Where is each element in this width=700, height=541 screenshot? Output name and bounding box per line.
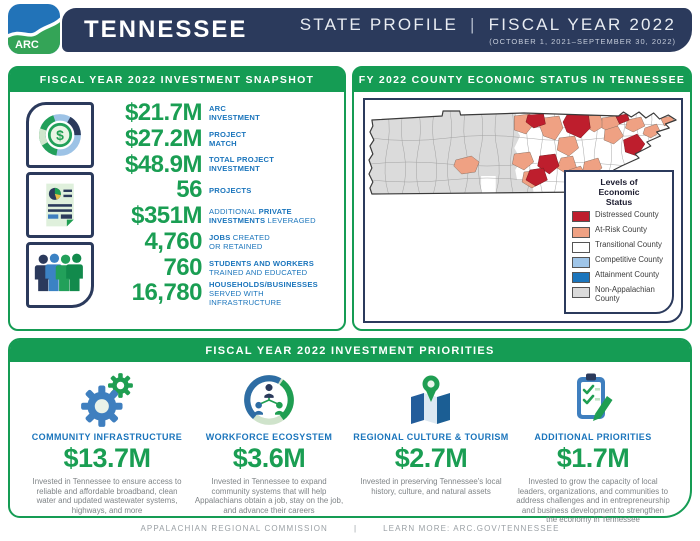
stat-row: $351M ADDITIONAL PRIVATE INVESTMENTS LEVER…	[98, 202, 338, 230]
profile-label: STATE PROFILE	[299, 15, 459, 34]
stat-label: PROJECT MATCH	[209, 129, 247, 148]
map-pin-icon	[411, 375, 450, 424]
snapshot-stats-list: $21.7M ARC INVESTMENT $27.2M PROJECT MATCH $48…	[98, 98, 338, 307]
stat-label: STUDENTS AND WORKERS TRAINED AND EDUCATED	[209, 258, 314, 277]
priority-card-additional-priorities: ADDITIONAL PRIORITIES $1.7M Invested to …	[514, 370, 672, 525]
arc-logo-text: ARC	[15, 39, 39, 51]
priority-title: WORKFORCE ECOSYSTEM	[205, 432, 333, 442]
legend-label: Attainment County	[595, 270, 660, 280]
priority-cards: COMMUNITY INFRASTRUCTURE $13.7M Invested…	[10, 362, 690, 525]
legend-swatch	[572, 286, 590, 298]
stat-row: 56 PROJECTS	[98, 176, 338, 204]
stat-row: 4,760 JOBS CREATED OR RETAINED	[98, 227, 338, 255]
stat-label: ADDITIONAL PRIVATE INVESTMENTS LEVERAGED	[209, 207, 316, 226]
legend-label: Distressed County	[595, 209, 659, 219]
map-frame: Levels of Economic Status Distressed Cou…	[363, 98, 683, 323]
header-right: STATE PROFILE | FISCAL YEAR 2022 (OCTOBE…	[300, 15, 676, 46]
stat-label: JOBS CREATED OR RETAINED	[209, 232, 270, 251]
priority-description: Invested in preserving Tennessee's local…	[360, 477, 502, 496]
people-group-tile	[26, 242, 94, 308]
footer: APPALACHIAN REGIONAL COMMISSION | LEARN …	[0, 524, 700, 533]
priority-amount: $1.7M	[556, 443, 630, 473]
legend-item: Distressed County	[572, 209, 666, 223]
clipboard-check-icon	[577, 373, 613, 421]
stat-label: TOTAL PROJECT INVESTMENT	[209, 155, 275, 174]
header-bar: TENNESSEE STATE PROFILE | FISCAL YEAR 20…	[62, 8, 692, 52]
stat-value: $21.7M	[124, 98, 203, 126]
legend-swatch	[572, 241, 590, 253]
coin-donut-tile: $	[26, 102, 94, 168]
legend-label: Transitional County	[595, 240, 662, 250]
priority-amount: $13.7M	[63, 443, 151, 473]
county-status-panel: FY 2022 COUNTY ECONOMIC STATUS IN TENNES…	[352, 66, 692, 331]
priority-card-regional-culture-tourism: REGIONAL CULTURE & TOURISM $2.7M Investe…	[352, 370, 510, 525]
legend-item: Non-Appalachian County	[572, 286, 666, 304]
gears-icon	[81, 373, 133, 427]
stat-row: 760 STUDENTS AND WORKERS TRAINED AND EDUCA…	[98, 253, 338, 281]
legend-label: Non-Appalachian County	[595, 285, 655, 304]
document-chart-icon	[46, 183, 74, 227]
legend-title: Levels of Economic Status	[598, 176, 640, 207]
stat-row: $27.2M PROJECT MATCH	[98, 124, 338, 152]
priority-title: ADDITIONAL PRIORITIES	[534, 432, 652, 442]
legend-item: At-Risk County	[572, 225, 666, 238]
priority-amount: $2.7M	[394, 443, 468, 473]
date-range: (OCTOBER 1, 2021–SEPTEMBER 30, 2022)	[489, 37, 676, 46]
legend-items: Distressed County At-Risk County Transitio…	[572, 209, 666, 304]
document-chart-tile	[26, 172, 94, 238]
priority-card-community-infrastructure: COMMUNITY INFRASTRUCTURE $13.7M Invested…	[28, 370, 186, 525]
stat-value: 4,760	[144, 227, 202, 255]
map-legend: Levels of Economic Status Distressed Cou…	[564, 169, 674, 314]
legend-swatch	[572, 256, 590, 268]
non-appalachian-region	[368, 111, 534, 194]
workforce-network-icon	[244, 375, 294, 425]
priority-title: COMMUNITY INFRASTRUCTURE	[31, 432, 183, 442]
transitional-notch	[481, 176, 496, 194]
legend-swatch	[572, 211, 590, 223]
distressed-counties	[525, 113, 646, 187]
footer-org: APPALACHIAN REGIONAL COMMISSION	[140, 524, 328, 533]
stat-value: $27.2M	[124, 124, 203, 152]
legend-swatch	[572, 271, 590, 283]
legend-label: Competitive County	[595, 255, 664, 265]
stat-row: 16,780 HOUSEHOLDS/BUSINESSES SERVED WITH I…	[98, 279, 338, 307]
footer-learn-more-link[interactable]: LEARN MORE: ARC.GOV/TENNESSEE	[383, 524, 560, 533]
stat-row: $48.9M TOTAL PROJECT INVESTMENT	[98, 150, 338, 178]
priority-description: Invested to grow the capacity of local l…	[516, 477, 670, 525]
header-separator: |	[470, 15, 477, 34]
map-title: FY 2022 COUNTY ECONOMIC STATUS IN TENNES…	[354, 68, 690, 92]
legend-swatch	[572, 226, 590, 238]
priority-amount: $3.6M	[232, 443, 306, 473]
priority-card-workforce-ecosystem: WORKFORCE ECOSYSTEM $3.6M Invested in Te…	[190, 370, 348, 525]
stat-value: 760	[163, 253, 202, 281]
investment-priorities-panel: FISCAL YEAR 2022 INVESTMENT PRIORITIES	[8, 338, 692, 524]
people-group-icon	[34, 253, 83, 292]
footer-separator: |	[353, 524, 358, 533]
stat-value: $48.9M	[124, 150, 203, 178]
investment-snapshot-panel: FISCAL YEAR 2022 INVESTMENT SNAPSHOT $	[8, 66, 346, 331]
legend-item: Competitive County	[572, 255, 666, 268]
stat-value: 16,780	[131, 279, 203, 307]
fiscal-year-label: FISCAL YEAR 2022	[488, 15, 676, 34]
priorities-title: FISCAL YEAR 2022 INVESTMENT PRIORITIES	[10, 340, 690, 362]
state-title: TENNESSEE	[84, 16, 248, 43]
coin-donut-icon: $	[39, 114, 81, 156]
priority-title: REGIONAL CULTURE & TOURISM	[353, 432, 509, 442]
priority-description: Invested in Tennessee to ensure access t…	[32, 477, 182, 515]
priority-description: Invested in Tennessee to expand communit…	[194, 477, 344, 515]
dollar-glyph: $	[56, 127, 64, 143]
legend-item: Attainment County	[572, 271, 666, 283]
arc-logo: ARC	[8, 4, 60, 54]
stat-label: HOUSEHOLDS/BUSINESSES SERVED WITH INFRAST…	[209, 279, 318, 307]
stat-value: $351M	[131, 202, 202, 230]
stat-label: ARC INVESTMENT	[209, 103, 260, 122]
stat-row: $21.7M ARC INVESTMENT	[98, 98, 338, 126]
snapshot-title: FISCAL YEAR 2022 INVESTMENT SNAPSHOT	[10, 68, 344, 92]
legend-label: At-Risk County	[595, 225, 647, 235]
stat-value: 56	[176, 176, 202, 204]
state-outline	[368, 110, 677, 195]
legend-item: Transitional County	[572, 240, 666, 253]
stat-label: PROJECTS	[209, 185, 252, 195]
